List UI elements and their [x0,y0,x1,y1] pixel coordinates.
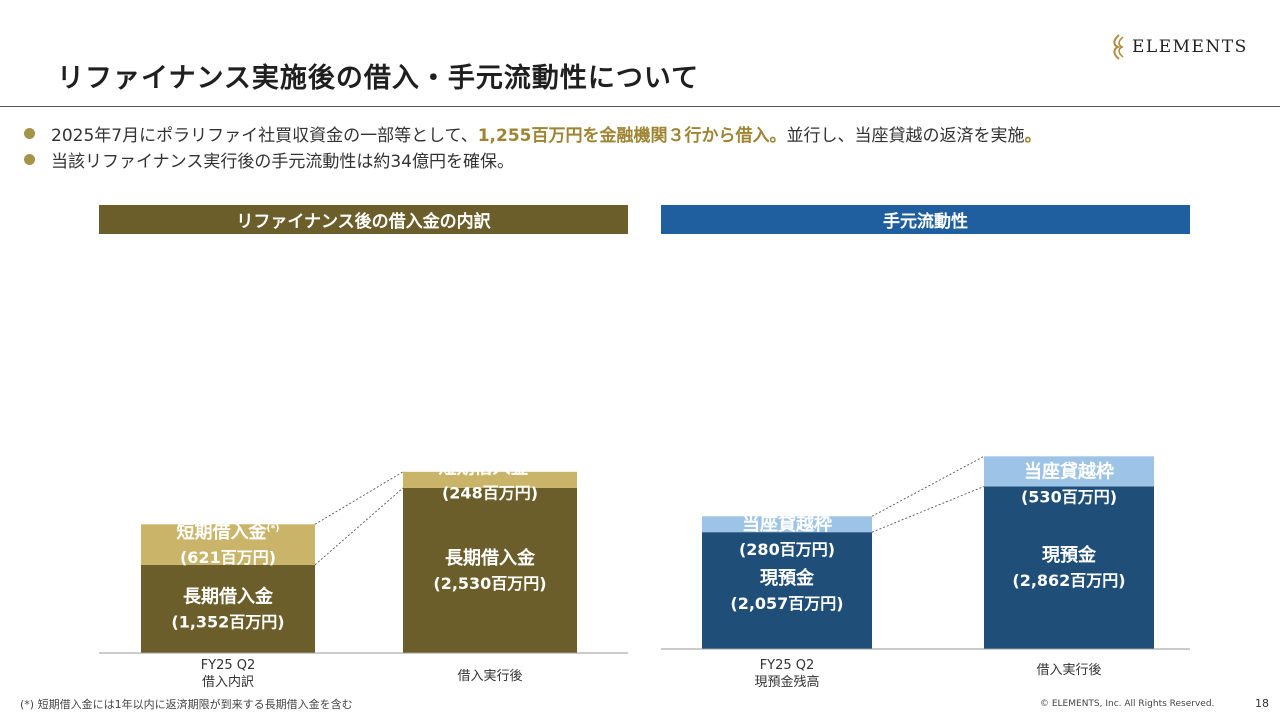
x-tick-label: FY25 Q2 現預金残高 [754,658,820,690]
bullet-highlight: 1,255百万円を金融機関３行から借入。 [477,126,787,146]
footnote-marker: (*) [529,459,542,469]
bar-segment-top [403,471,577,488]
series-name-label: 現預金 [1042,544,1097,566]
bullet-text-post: 並行し、当座貸越の返済を実施 [786,126,1025,146]
title-divider [0,106,1280,107]
series-name-label: 現預金 [760,567,815,589]
connector-line [314,471,404,525]
bar-segment-base [702,532,872,649]
bullet-text-pre: 2025年7月にポラリファイ社買収資金の一部等として、 [51,126,478,146]
series-name-label: 未利用の [1033,435,1105,457]
bullet-dot-icon [24,128,35,139]
logo-text: ELEMENTS [1132,37,1248,57]
copyright: © ELEMENTS, Inc. All Rights Reserved. [1040,699,1215,709]
bullet-item-1: 2025年7月にポラリファイ社買収資金の一部等として、 1,255百万円を金融機関… [24,121,1042,146]
data-label: (2,530百万円) [433,574,546,593]
x-tick-label: 借入実行後 [457,669,523,684]
series-name-label: 長期借入金 [445,547,536,569]
x-tick-label: 借入実行後 [1036,663,1102,678]
footnote-marker: (*) [267,524,280,534]
data-label: (621百万円) [180,548,276,567]
data-label: (248百万円) [442,483,538,502]
data-label: (530百万円) [1021,487,1117,506]
bar-segment-base [984,486,1154,649]
x-tick-label: FY25 Q2 借入内訳 [200,658,256,690]
bar-segment-top [702,516,872,533]
bar-segment-top [984,456,1154,487]
series-name-label: 長期借入金 [183,585,274,607]
data-label: (1,352百万円) [171,612,284,631]
page-title: リファイナンス実施後の借入・手元流動性について [57,63,700,94]
series-name-label: 当座貸越枠 [742,513,832,535]
bar-segment-base [141,564,315,653]
connector-line [871,455,985,517]
data-label: (2,862百万円) [1012,571,1125,590]
data-label: (280百万円) [739,540,835,559]
connector-line [871,486,985,533]
series-name-label: 当座貸越枠 [1024,460,1114,482]
bullet-text: 当該リファイナンス実行後の手元流動性は約34億円を確保。 [51,152,514,172]
connector-line [314,487,404,566]
company-logo: ELEMENTS [1110,34,1248,60]
series-name-label: 短期借入金(*) [177,521,280,543]
bullet-text-end: 。 [1024,126,1042,146]
series-name-label: 短期借入金(*) [439,456,542,478]
bar-segment-top [141,524,315,565]
footnote: (*) 短期借入金には1年以内に返済期限が到来する長期借入金を含む [20,698,353,711]
logo-mark-icon [1113,34,1124,60]
data-label: (2,057百万円) [730,594,843,613]
series-name-label: 未利用の [751,488,823,510]
borrowings-chart: 長期借入金 (1,352百万円) 短期借入金(*) (621百万円) 長期借入金 (2,5… [99,456,628,654]
bullet-dot-icon [24,154,35,165]
bar-segment-base [403,487,577,653]
bullet-item-2: 当該リファイナンス実行後の手元流動性は約34億円を確保。 [24,147,514,172]
liquidity-chart-header: 手元流動性 [661,205,1190,234]
borrowings-chart-header: リファイナンス後の借入金の内訳 [99,205,628,234]
page-number: 18 [1255,697,1269,710]
